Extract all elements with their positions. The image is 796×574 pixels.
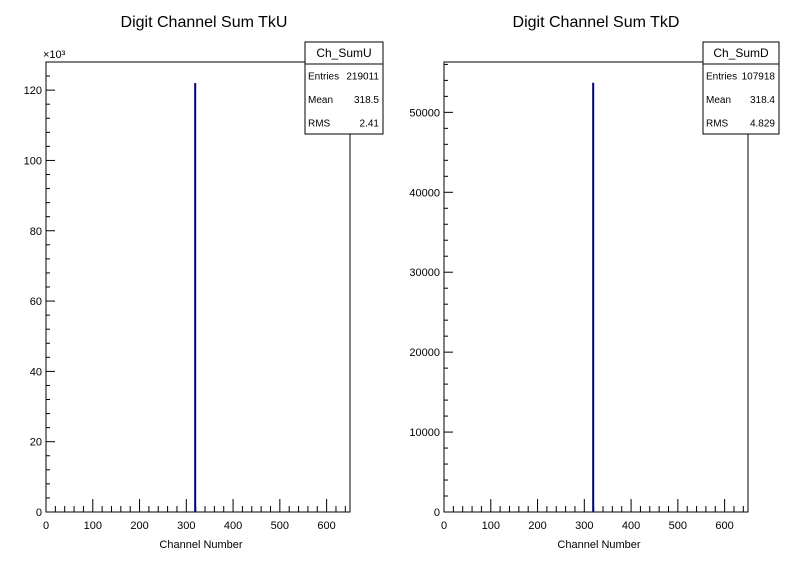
y-tick-label: 0 <box>36 507 42 519</box>
stats-box-frame <box>702 41 780 135</box>
stats-value: 107918 <box>742 72 776 83</box>
chart-title: Digit Channel Sum TkD <box>513 14 680 31</box>
x-tick-label: 100 <box>482 520 500 532</box>
y-tick-label: 0 <box>434 507 440 519</box>
x-tick-label: 200 <box>528 520 546 532</box>
y-tick-label: 120 <box>24 85 42 97</box>
stats-label: Entries <box>706 72 737 83</box>
x-axis-label: Channel Number <box>159 539 242 551</box>
stats-label: RMS <box>706 118 729 129</box>
stats-box-name: Ch_SumU <box>316 46 371 60</box>
x-axis-label: Channel Number <box>557 539 640 551</box>
chart-title: Digit Channel Sum TkU <box>121 14 288 31</box>
stats-label: Mean <box>308 95 333 106</box>
x-tick-label: 500 <box>271 520 289 532</box>
y-tick-label: 100 <box>24 155 42 167</box>
x-tick-label: 100 <box>84 520 102 532</box>
histogram-bin <box>592 82 595 512</box>
plot-frame <box>443 61 749 513</box>
stats-label: RMS <box>308 118 331 129</box>
y-multiplier-label: ×10³ <box>43 49 66 61</box>
stats-box: Ch_SumU Entries 219011 Mean 318.5 RMS 2.41 <box>304 41 384 135</box>
stats-label: Mean <box>706 95 731 106</box>
stats-label: Entries <box>308 72 339 83</box>
stats-box-frame <box>304 41 384 135</box>
x-tick-label: 300 <box>177 520 195 532</box>
x-tick-label: 0 <box>441 520 447 532</box>
x-tick-label: 400 <box>622 520 640 532</box>
y-tick-label: 20 <box>30 437 42 449</box>
x-tick-label: 200 <box>130 520 148 532</box>
stats-value: 4.829 <box>750 118 775 129</box>
x-tick-label: 0 <box>43 520 49 532</box>
stats-box: Ch_SumD Entries 107918 Mean 318.4 RMS 4.829 <box>702 41 780 135</box>
y-tick-label: 30000 <box>409 267 440 279</box>
x-tick-label: 600 <box>317 520 335 532</box>
y-tick-label: 60 <box>30 296 42 308</box>
x-tick-label: 400 <box>224 520 242 532</box>
plot-frame <box>45 61 351 513</box>
stats-value: 318.4 <box>750 95 775 106</box>
stats-value: 2.41 <box>360 118 380 129</box>
stats-value: 318.5 <box>354 95 379 106</box>
chart-panel-2: Digit Channel Sum TkD 0 100 200 300 400 500 600… <box>409 14 780 551</box>
histogram-bin <box>194 83 197 512</box>
y-tick-label: 20000 <box>409 347 440 359</box>
y-tick-label: 50000 <box>409 107 440 119</box>
y-tick-label: 40000 <box>409 187 440 199</box>
y-tick-label: 80 <box>30 226 42 238</box>
stats-box-name: Ch_SumD <box>713 46 769 60</box>
stats-value: 219011 <box>346 72 379 83</box>
y-tick-label: 10000 <box>409 427 440 439</box>
x-tick-label: 300 <box>575 520 593 532</box>
y-tick-label: 40 <box>30 366 42 378</box>
x-tick-label: 600 <box>715 520 733 532</box>
x-tick-label: 500 <box>669 520 687 532</box>
